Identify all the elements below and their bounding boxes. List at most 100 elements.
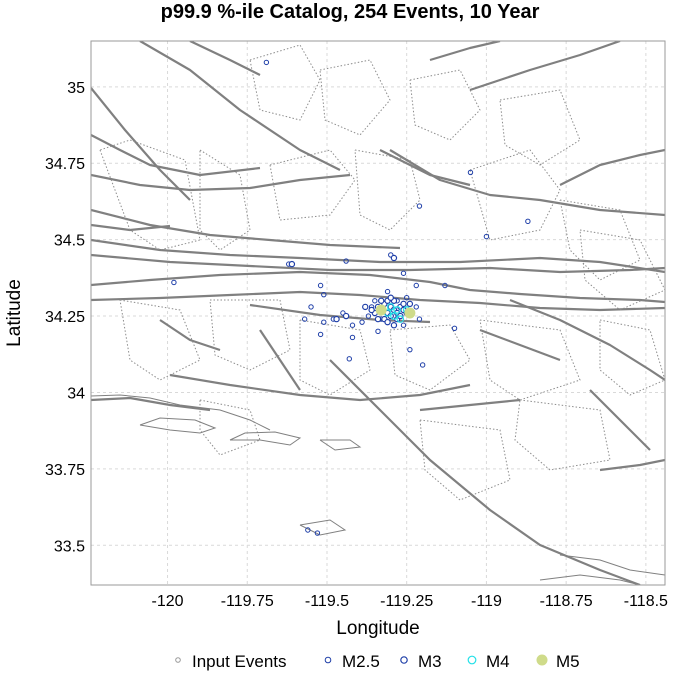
fault-zone-outline bbox=[479, 319, 581, 401]
event-marker bbox=[387, 294, 394, 301]
fault-map-layer bbox=[91, 41, 665, 585]
fault-zone-outline bbox=[469, 149, 561, 241]
event-marker bbox=[349, 334, 356, 341]
fault-trace bbox=[139, 41, 341, 171]
legend-label: M3 bbox=[418, 652, 442, 671]
fault-trace bbox=[589, 389, 651, 451]
event-marker bbox=[346, 356, 352, 362]
fault-trace bbox=[91, 238, 665, 274]
event-marker bbox=[288, 260, 296, 268]
event-marker bbox=[451, 325, 458, 331]
y-tick-label: 33.75 bbox=[45, 462, 85, 479]
event-marker bbox=[340, 310, 346, 316]
x-tick-label: -119.5 bbox=[305, 593, 349, 610]
event-marker bbox=[483, 233, 490, 240]
fault-zone-outline bbox=[199, 399, 261, 456]
event-marker bbox=[442, 282, 448, 289]
event-marker bbox=[400, 322, 407, 328]
event-marker bbox=[263, 59, 270, 66]
x-tick-labels: -120 -119.75 -119.5 -119.25 -119 -118.75 -118.… bbox=[152, 593, 669, 610]
event-marker bbox=[375, 304, 387, 316]
fault-trace bbox=[469, 41, 621, 92]
event-marker bbox=[377, 297, 385, 304]
fault-trace bbox=[599, 458, 665, 472]
event-marker bbox=[400, 270, 407, 276]
y-tick-label: 34.5 bbox=[54, 233, 85, 250]
x-tick-label: -119.25 bbox=[380, 593, 433, 610]
fault-trace bbox=[169, 373, 471, 402]
event-marker bbox=[308, 304, 314, 310]
fault-trace bbox=[559, 148, 665, 186]
event-marker bbox=[368, 306, 375, 314]
event-marker bbox=[413, 304, 419, 310]
event-marker bbox=[374, 315, 382, 323]
legend-label: M2.5 bbox=[342, 652, 380, 671]
fault-trace bbox=[91, 270, 665, 304]
y-tick-labels: 35 34.75 34.5 34.25 34 33.75 33.5 bbox=[45, 80, 85, 555]
fault-zone-outline bbox=[514, 399, 611, 471]
legend-label: Input Events bbox=[192, 652, 287, 671]
plot-frame bbox=[90, 40, 666, 586]
x-tick-label: -118.75 bbox=[540, 593, 593, 610]
fault-trace bbox=[509, 298, 665, 381]
event-marker bbox=[362, 303, 369, 311]
fault-zone-outline bbox=[119, 299, 201, 381]
event-marker bbox=[400, 300, 407, 308]
legend-label: M5 bbox=[556, 652, 580, 671]
fault-trace bbox=[91, 173, 351, 192]
legend-marker bbox=[175, 657, 181, 663]
fault-trace bbox=[159, 319, 221, 352]
y-tick-label: 33.5 bbox=[54, 538, 85, 555]
event-marker bbox=[305, 527, 311, 533]
y-axis-label: Latitude bbox=[4, 279, 25, 347]
x-tick-label: -120 bbox=[152, 593, 184, 610]
event-marker bbox=[301, 316, 308, 322]
y-tick-label: 34.75 bbox=[45, 156, 85, 173]
x-tick-label: -118.5 bbox=[624, 593, 668, 610]
event-marker bbox=[393, 306, 401, 314]
legend-marker bbox=[324, 656, 332, 664]
fault-zone-outline bbox=[299, 319, 371, 396]
x-tick-label: -119 bbox=[471, 593, 502, 610]
event-marker bbox=[525, 218, 531, 225]
event-marker bbox=[314, 530, 321, 536]
fault-zone-outline bbox=[319, 59, 391, 136]
event-marker bbox=[413, 282, 419, 289]
y-tick-label: 35 bbox=[67, 80, 85, 97]
x-axis-label: Longitude bbox=[336, 618, 419, 639]
coastline bbox=[229, 431, 302, 446]
event-marker bbox=[343, 258, 349, 264]
fault-trace bbox=[329, 359, 641, 585]
event-marker bbox=[404, 295, 410, 301]
y-tick-label: 34.25 bbox=[45, 309, 85, 326]
event-marker bbox=[390, 322, 398, 329]
fault-zone-outline bbox=[389, 324, 471, 391]
fault-zone-outline bbox=[559, 199, 641, 281]
event-marker bbox=[333, 315, 340, 323]
fault-trace bbox=[91, 396, 211, 412]
event-marker bbox=[375, 328, 381, 335]
event-marker bbox=[171, 279, 177, 286]
coastline bbox=[91, 394, 271, 431]
x-tick-label: -119.75 bbox=[221, 593, 274, 610]
fault-trace bbox=[259, 329, 301, 391]
event-marker bbox=[406, 300, 414, 308]
event-marker bbox=[388, 252, 394, 258]
coastline bbox=[319, 439, 362, 451]
event-marker bbox=[365, 313, 372, 319]
event-marker bbox=[419, 362, 426, 368]
y-tick-label: 34 bbox=[67, 385, 85, 402]
event-marker bbox=[390, 312, 398, 320]
event-marker bbox=[390, 254, 398, 262]
fault-zone-outline bbox=[269, 149, 356, 221]
event-marker bbox=[407, 346, 413, 353]
event-marker bbox=[404, 307, 416, 319]
event-marker bbox=[372, 298, 378, 304]
event-marker bbox=[342, 312, 350, 320]
legend-marker bbox=[467, 655, 477, 665]
legend-marker bbox=[400, 656, 408, 664]
fault-trace bbox=[91, 87, 191, 201]
fault-trace bbox=[91, 208, 401, 250]
fault-trace bbox=[429, 41, 501, 62]
